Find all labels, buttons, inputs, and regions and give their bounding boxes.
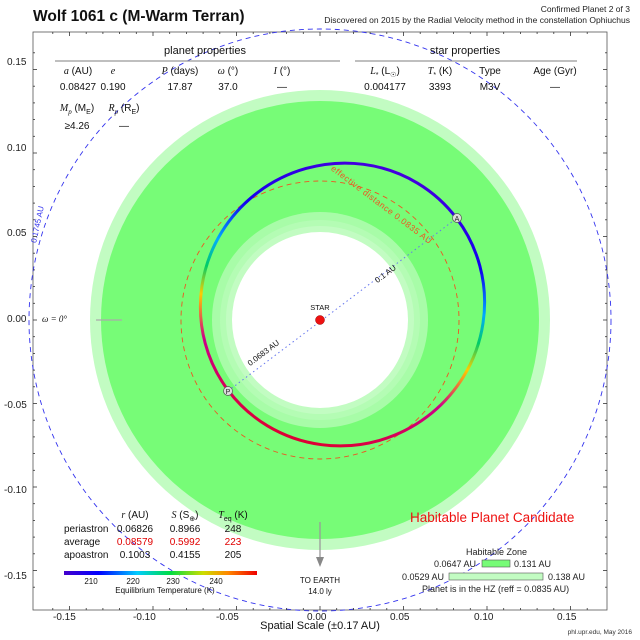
periastron-s: 0.8966 xyxy=(169,524,201,535)
average-s: 0.5992 xyxy=(169,537,201,548)
value-semi-major-axis: 0.08427 xyxy=(59,82,97,93)
colorbar-tick: 230 xyxy=(166,577,180,586)
hz-optimistic-inner: 0.0529 AU xyxy=(402,572,445,582)
colorbar-tick: 240 xyxy=(209,577,223,586)
header-r: r (AU) xyxy=(121,510,149,521)
x-tick-label: 0.05 xyxy=(390,612,410,623)
header-planet-mass: Mp (ME) xyxy=(59,103,95,116)
header-period: P (days) xyxy=(161,66,199,77)
row-label-apoastron: apoastron xyxy=(64,550,109,561)
y-tick-label: 0.15 xyxy=(7,57,27,68)
value-planet-radius: — xyxy=(119,121,129,132)
star-properties-label: star properties xyxy=(429,45,501,57)
value-luminosity: 0.004177 xyxy=(364,82,406,93)
discovery-subtitle: Discovered on 2015 by the Radial Velocit… xyxy=(324,15,630,25)
to-earth-label: TO EARTH xyxy=(299,576,341,585)
periastron-r: 0.06826 xyxy=(116,524,154,535)
hz-optimistic-outer: 0.138 AU xyxy=(548,572,586,582)
star-icon xyxy=(315,315,325,325)
average-teq: 223 xyxy=(224,537,242,548)
credit: phl.upr.edu, May 2016 xyxy=(567,629,632,636)
apoastron-teq: 205 xyxy=(224,550,242,561)
x-tick-label: 0.10 xyxy=(474,612,494,623)
star-label: STAR xyxy=(310,303,330,312)
to-earth-arrow-icon xyxy=(316,557,324,567)
average-r: 0.08579 xyxy=(116,537,154,548)
x-tick-label: -0.10 xyxy=(133,612,156,623)
apsidal-line xyxy=(227,217,458,392)
header-planet-radius: Rp (RE) xyxy=(108,103,140,116)
hz-conservative-outer: 0.131 AU xyxy=(514,559,552,569)
apoastron-s: 0.4155 xyxy=(169,550,201,561)
y-tick-label: -0.15 xyxy=(4,571,27,582)
colorbar-tick: 220 xyxy=(126,577,140,586)
x-tick-label: -0.05 xyxy=(216,612,239,623)
x-tick-label: 0.00 xyxy=(307,612,327,623)
y-tick-label: -0.10 xyxy=(4,485,27,496)
value-temperature: 3393 xyxy=(428,82,452,93)
y-tick-label: 0.05 xyxy=(7,228,27,239)
conservative-hz-bar xyxy=(481,559,511,568)
value-period: 17.87 xyxy=(167,82,193,93)
header-type: Type xyxy=(479,66,501,77)
header-age: Age (Gyr) xyxy=(533,66,577,77)
planet-count-subtitle: Confirmed Planet 2 of 3 xyxy=(540,4,630,14)
colorbar-label: Equilibrium Temperature (K) xyxy=(115,586,215,595)
header-luminosity: L* (L☉) xyxy=(370,66,400,79)
header-teq: Teq (K) xyxy=(218,510,248,523)
earth-distance-label: 14.0 ly xyxy=(308,587,332,596)
optimistic-hz-bar xyxy=(448,572,544,581)
x-axis-label: Spatial Scale (±0.17 AU) xyxy=(260,620,380,632)
x-tick-label: 0.15 xyxy=(557,612,577,623)
value-inclination: — xyxy=(277,82,287,93)
y-tick-label: 0.10 xyxy=(7,143,27,154)
value-planet-mass: ≥4.26 xyxy=(64,121,90,132)
header-inclination: I (°) xyxy=(273,66,291,77)
header-s: S (S⊕) xyxy=(171,510,199,523)
hz-conservative-inner: 0.0647 AU xyxy=(434,559,477,569)
hz-summary: Planet is in the HZ (reff = 0.0835 AU) xyxy=(422,584,570,594)
header-eccentricity: e xyxy=(110,66,116,77)
omega-zero-label: ω = 0° xyxy=(42,314,68,324)
value-age: — xyxy=(550,82,560,93)
periastron-marker-label: P xyxy=(226,389,231,396)
effective-distance-circle xyxy=(180,180,460,460)
row-label-periastron: periastron xyxy=(64,524,109,535)
apoastron-marker-label: A xyxy=(455,216,460,223)
row-label-average: average xyxy=(64,537,101,548)
y-tick-label: -0.05 xyxy=(4,400,27,411)
periastron-teq: 248 xyxy=(224,524,242,535)
header-temperature: T* (K) xyxy=(427,66,453,79)
apoastron-marker-icon xyxy=(452,213,462,223)
value-eccentricity: 0.190 xyxy=(100,82,126,93)
x-tick-label: -0.15 xyxy=(53,612,76,623)
colorbar-tick: 210 xyxy=(84,577,98,586)
periastron-marker-icon xyxy=(223,386,233,396)
hz-title: Habitable Zone xyxy=(466,547,528,557)
value-omega: 37.0 xyxy=(218,82,238,93)
y-tick-label: 0.00 xyxy=(7,314,27,325)
habitable-status: Habitable Planet Candidate xyxy=(410,510,575,525)
value-type: M3V xyxy=(479,82,501,93)
planet-properties-label: planet properties xyxy=(164,45,246,57)
header-omega: ω (°) xyxy=(217,66,239,77)
temperature-colorbar xyxy=(64,571,257,575)
page-title: Wolf 1061 c (M-Warm Terran) xyxy=(33,8,245,25)
apoastron-r: 0.1003 xyxy=(119,550,151,561)
blue-distance-circle xyxy=(28,28,612,612)
blue-circle-label: 0.1745 AU xyxy=(29,205,46,244)
header-semi-major-axis: a (AU) xyxy=(63,66,93,77)
